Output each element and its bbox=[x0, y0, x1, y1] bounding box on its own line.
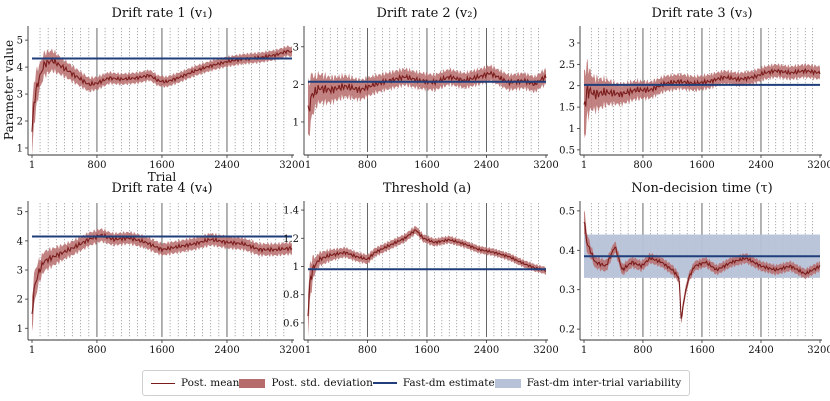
panel5-x-tick-label: 2400 bbox=[474, 345, 499, 356]
panel3-y-tick-label: 1.5 bbox=[559, 103, 575, 114]
panel6-x-tick-label: 1 bbox=[581, 345, 587, 356]
legend-label-fast: Fast-dm estimate bbox=[402, 377, 495, 389]
panel6-x-tick-label: 2400 bbox=[748, 345, 773, 356]
panel6-y-tick-label: 0.3 bbox=[559, 285, 575, 296]
panel3-y-tick-label: 2.5 bbox=[559, 60, 575, 71]
panel6-x-tick-label: 3200 bbox=[807, 345, 830, 356]
panel6-x-tick-label: 1600 bbox=[689, 345, 714, 356]
panel2-x-tick-label: 3200 bbox=[533, 160, 558, 171]
panel2-x-tick-label: 1 bbox=[305, 160, 311, 171]
legend-swatch-band bbox=[239, 378, 266, 388]
panel5-x-tick-label: 3200 bbox=[533, 345, 558, 356]
panel4-x-tick-label: 1600 bbox=[149, 345, 174, 356]
panel6-x-tick-label: 800 bbox=[633, 345, 652, 356]
panel5-y-tick-label: 1.2 bbox=[283, 234, 299, 245]
panel6-y-tick-label: 0.4 bbox=[559, 246, 575, 257]
panel2-title: Drift rate 2 (v₂) bbox=[376, 6, 477, 21]
panel6-posterior-mean-line bbox=[583, 221, 821, 319]
panel3-title: Drift rate 3 (v₃) bbox=[651, 6, 752, 21]
legend-item-fast: Fast-dm estimate bbox=[372, 377, 495, 389]
panel4-y-tick-label: 4 bbox=[17, 236, 23, 247]
panel1-x-tick-label: 1600 bbox=[149, 160, 174, 171]
panel6-y-tick-label: 0.2 bbox=[559, 325, 575, 336]
panel5-y-tick-label: 1.4 bbox=[283, 206, 299, 217]
panel4-y-tick-label: 5 bbox=[17, 207, 23, 218]
panel3-x-tick-label: 2400 bbox=[748, 160, 773, 171]
panel2-y-tick-label: 1 bbox=[293, 117, 299, 128]
legend-item-band: Post. std. deviation bbox=[239, 377, 373, 389]
panel1-x-tick-label: 800 bbox=[87, 160, 106, 171]
x-axis-title: Trial bbox=[148, 170, 177, 184]
legend-item-variability: Fast-dm inter-trial variability bbox=[494, 377, 682, 389]
legend-label-band: Post. std. deviation bbox=[271, 377, 373, 389]
panel5-x-tick-label: 1600 bbox=[414, 345, 439, 356]
panel6-title: Non-decision time (τ) bbox=[631, 181, 772, 196]
panel4-x-tick-label: 1 bbox=[29, 345, 35, 356]
panel3-y-tick-label: 3 bbox=[569, 38, 575, 49]
panel3-y-tick-label: 2 bbox=[569, 81, 575, 92]
panel1-y-tick-label: 1 bbox=[17, 143, 23, 154]
panel3-posterior-mean-line bbox=[583, 67, 821, 107]
panel4-y-tick-label: 2 bbox=[17, 295, 23, 306]
panel3-x-tick-label: 1 bbox=[581, 160, 587, 171]
panel5-y-tick-label: 1 bbox=[293, 262, 299, 273]
panel5-x-tick-label: 800 bbox=[358, 345, 377, 356]
panel4-x-tick-label: 3200 bbox=[279, 345, 304, 356]
panel5-title: Threshold (a) bbox=[383, 181, 471, 196]
panel3-x-tick-label: 800 bbox=[633, 160, 652, 171]
panel5-x-tick-label: 1 bbox=[305, 345, 311, 356]
panel5-posterior-mean-line bbox=[307, 229, 547, 317]
panel4-x-tick-label: 800 bbox=[87, 345, 106, 356]
panel4-y-tick-label: 3 bbox=[17, 266, 23, 277]
y-axis-title: Parameter value bbox=[2, 40, 16, 140]
panel4-posterior-sd-band bbox=[32, 228, 292, 332]
panel1-x-tick-label: 3200 bbox=[279, 160, 304, 171]
panel3-y-tick-label: 0.5 bbox=[559, 145, 575, 156]
panel3-x-tick-label: 1600 bbox=[689, 160, 714, 171]
panel1-y-tick-label: 3 bbox=[17, 90, 23, 101]
panel1-y-tick-label: 2 bbox=[17, 117, 23, 128]
panel2-y-tick-label: 3 bbox=[293, 42, 299, 53]
panel2-x-tick-label: 2400 bbox=[474, 160, 499, 171]
legend-swatch-variability bbox=[494, 378, 521, 388]
panel3-posterior-sd-band bbox=[584, 58, 820, 139]
legend-label-mean: Post. mean bbox=[181, 377, 240, 389]
legend-item-mean: Post. mean bbox=[151, 377, 239, 389]
panel1-x-tick-label: 2400 bbox=[214, 160, 239, 171]
panel1-y-tick-label: 5 bbox=[17, 36, 23, 47]
panel6-posterior-sd-band bbox=[584, 210, 820, 324]
legend-label-variability: Fast-dm inter-trial variability bbox=[526, 377, 682, 389]
panel5-y-tick-label: 0.8 bbox=[283, 290, 299, 301]
panel2-x-tick-label: 1600 bbox=[414, 160, 439, 171]
panel4-x-tick-label: 2400 bbox=[214, 345, 239, 356]
legend-swatch-fast bbox=[372, 382, 397, 384]
panel4-posterior-mean-line bbox=[31, 232, 293, 314]
legend-swatch-mean bbox=[151, 382, 175, 384]
panel1-title: Drift rate 1 (v₁) bbox=[111, 6, 212, 21]
panel4-title: Drift rate 4 (v₄) bbox=[111, 181, 212, 196]
panel2-x-tick-label: 800 bbox=[358, 160, 377, 171]
panel5-y-tick-label: 0.6 bbox=[283, 318, 299, 329]
panel3-y-tick-label: 1 bbox=[569, 124, 575, 135]
panel4-y-tick-label: 1 bbox=[17, 324, 23, 335]
panel6-y-tick-label: 0.5 bbox=[559, 206, 575, 217]
panel2-y-tick-label: 2 bbox=[293, 80, 299, 91]
panel1-x-tick-label: 1 bbox=[29, 160, 35, 171]
panel1-posterior-sd-band bbox=[32, 45, 292, 156]
panel3-x-tick-label: 3200 bbox=[807, 160, 830, 171]
legend: Post. mean Post. std. deviation Fast-dm … bbox=[142, 370, 690, 396]
panel1-y-tick-label: 4 bbox=[17, 63, 23, 74]
